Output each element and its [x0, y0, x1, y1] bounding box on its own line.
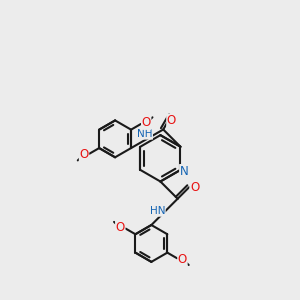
Text: HN: HN: [150, 206, 165, 216]
Text: NH: NH: [137, 129, 152, 139]
Text: O: O: [116, 221, 125, 234]
Text: O: O: [178, 253, 187, 266]
Text: O: O: [167, 114, 176, 127]
Text: O: O: [142, 116, 151, 129]
Text: O: O: [190, 181, 199, 194]
Text: N: N: [180, 165, 188, 178]
Text: O: O: [80, 148, 88, 161]
